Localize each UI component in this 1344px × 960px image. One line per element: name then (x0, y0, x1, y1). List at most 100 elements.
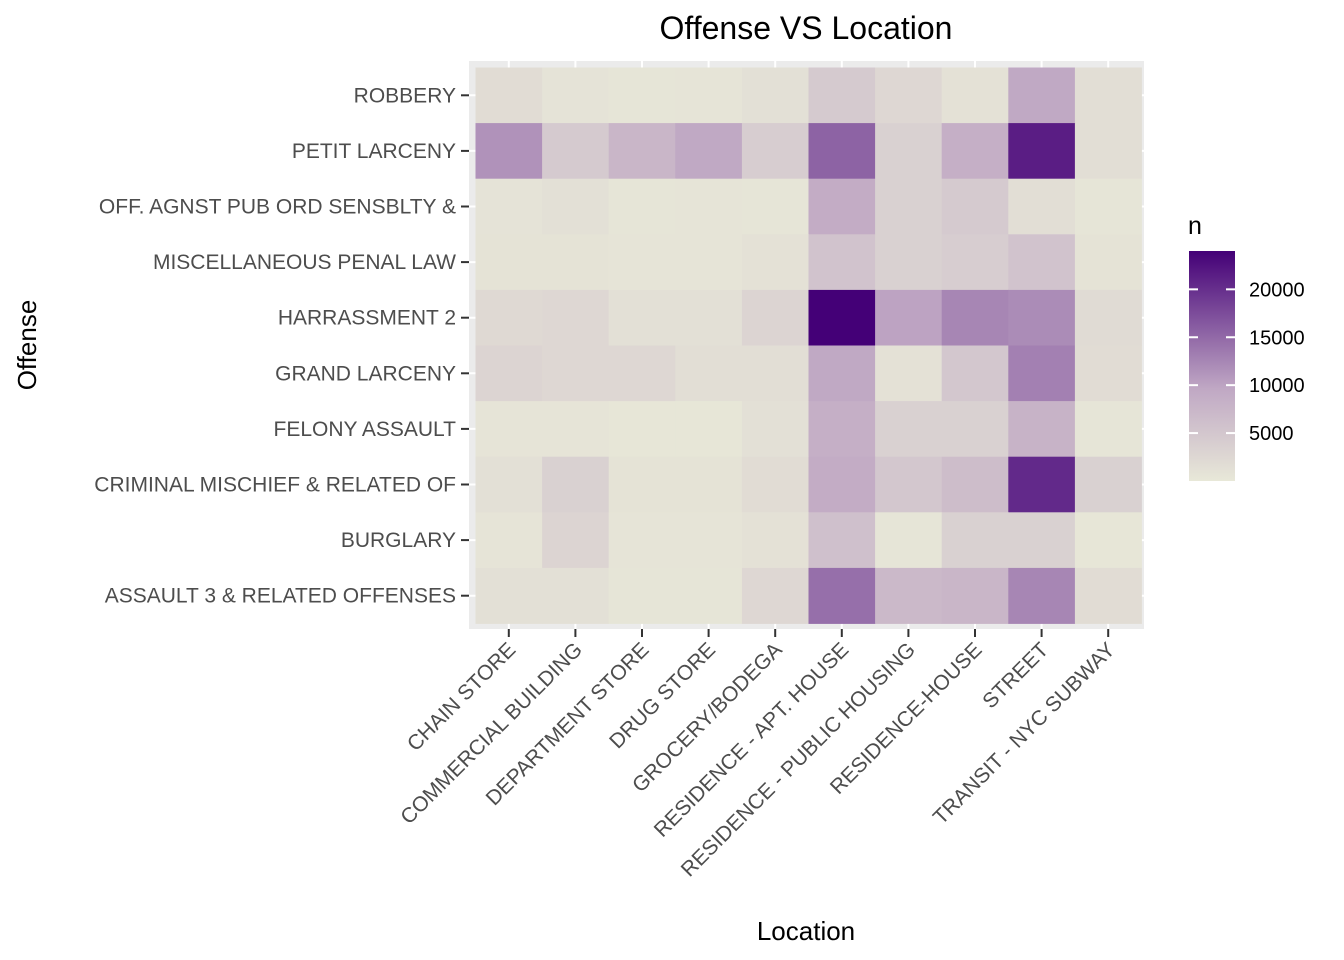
heatmap-cell (1074, 456, 1142, 513)
heatmap-cell (941, 178, 1009, 235)
heatmap-cell (1074, 401, 1142, 458)
heatmap-cell (675, 67, 743, 124)
heatmap-cell (1074, 67, 1142, 124)
heatmap-cell (542, 67, 610, 124)
heatmap-cell (941, 67, 1009, 124)
heatmap-cell (542, 123, 610, 180)
heatmap-cell (741, 512, 809, 569)
heatmap-cell (675, 456, 743, 513)
heatmap-cell (875, 289, 943, 346)
heatmap-cell (675, 234, 743, 291)
heatmap-cell (675, 123, 743, 180)
heatmap-cell (475, 289, 543, 346)
heatmap-cell (1008, 567, 1076, 624)
heatmap-cell (608, 234, 676, 291)
heatmap-cell (608, 567, 676, 624)
heatmap-cell (741, 123, 809, 180)
heatmap-cell (941, 401, 1009, 458)
heatmap-cell (542, 567, 610, 624)
heatmap-cell (808, 123, 876, 180)
x-axis-title: Location (757, 916, 855, 946)
heatmap-cell (875, 567, 943, 624)
y-tick-label: CRIMINAL MISCHIEF & RELATED OF (94, 474, 456, 497)
heatmap-cell (741, 345, 809, 402)
heatmap-cell (875, 178, 943, 235)
y-tick-label: BURGLARY (341, 529, 456, 552)
heatmap-cell (475, 234, 543, 291)
heatmap-cell (741, 289, 809, 346)
chart-title: Offense VS Location (660, 10, 953, 46)
heatmap-cell (675, 512, 743, 569)
y-tick-label: PETIT LARCENY (292, 140, 456, 163)
heatmap-cell (875, 123, 943, 180)
heatmap-cell (1074, 234, 1142, 291)
legend-tick-label: 15000 (1249, 327, 1305, 349)
heatmap-cell (542, 289, 610, 346)
heatmap-cell (941, 123, 1009, 180)
heatmap-cell (808, 178, 876, 235)
heatmap-cells (475, 67, 1142, 624)
heatmap-cell (608, 401, 676, 458)
x-tick-label: RESIDENCE - PUBLIC HOUSING (677, 638, 920, 881)
heatmap-cell (675, 178, 743, 235)
heatmap-cell (741, 178, 809, 235)
heatmap-cell (741, 234, 809, 291)
heatmap-cell (941, 289, 1009, 346)
heatmap-cell (875, 345, 943, 402)
legend-colorbar (1189, 251, 1235, 481)
heatmap-cell (808, 401, 876, 458)
heatmap-cell (808, 234, 876, 291)
heatmap-cell (675, 345, 743, 402)
heatmap-cell (542, 178, 610, 235)
y-tick-label: GRAND LARCENY (275, 362, 456, 385)
heatmap-cell (675, 567, 743, 624)
heatmap-cell (608, 123, 676, 180)
heatmap-cell (675, 401, 743, 458)
heatmap-cell (875, 456, 943, 513)
heatmap-cell (1008, 512, 1076, 569)
heatmap-cell (875, 512, 943, 569)
heatmap-cell (1074, 345, 1142, 402)
heatmap-cell (475, 567, 543, 624)
heatmap-cell (542, 512, 610, 569)
heatmap-cell (475, 401, 543, 458)
heatmap-cell (1008, 67, 1076, 124)
legend-tick-label: 10000 (1249, 375, 1305, 397)
y-tick-label: OFF. AGNST PUB ORD SENSBLTY & (99, 196, 456, 219)
heatmap-cell (808, 345, 876, 402)
heatmap-cell (1008, 345, 1076, 402)
heatmap-cell (1074, 512, 1142, 569)
heatmap-cell (741, 567, 809, 624)
heatmap-cell (1074, 567, 1142, 624)
heatmap-cell (1008, 178, 1076, 235)
heatmap-cell (542, 234, 610, 291)
heatmap-cell (875, 234, 943, 291)
y-axis: ROBBERY PETIT LARCENY OFF. AGNST PUB ORD S… (94, 84, 469, 608)
heatmap-cell (941, 345, 1009, 402)
y-tick-label: FELONY ASSAULT (274, 418, 457, 441)
heatmap-cell (475, 512, 543, 569)
legend-title: n (1188, 212, 1202, 240)
heatmap-cell (808, 567, 876, 624)
heatmap-cell (608, 178, 676, 235)
heatmap-cell (1074, 178, 1142, 235)
y-tick-label: ROBBERY (354, 84, 456, 107)
heatmap-cell (808, 456, 876, 513)
heatmap-cell (542, 401, 610, 458)
heatmap-cell (741, 401, 809, 458)
legend-tick-label: 20000 (1249, 279, 1305, 301)
heatmap-cell (808, 67, 876, 124)
heatmap-cell (475, 178, 543, 235)
heatmap-cell (941, 512, 1009, 569)
heatmap-cell (1008, 234, 1076, 291)
heatmap-cell (941, 567, 1009, 624)
heatmap-cell (875, 401, 943, 458)
heatmap-cell (808, 512, 876, 569)
y-tick-label: MISCELLANEOUS PENAL LAW (153, 251, 456, 274)
heatmap-cell (875, 67, 943, 124)
y-axis-title: Offense (12, 300, 42, 391)
heatmap-cell (741, 456, 809, 513)
color-legend: n 5000 10000 15000 20000 (1188, 212, 1305, 481)
